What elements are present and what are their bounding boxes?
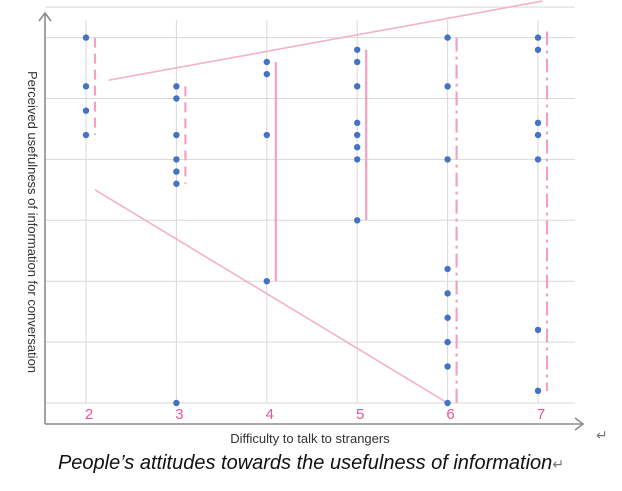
data-point	[444, 399, 451, 407]
data-point	[534, 119, 542, 127]
data-point	[354, 119, 361, 127]
data-point	[534, 34, 542, 41]
data-point	[173, 156, 180, 163]
data-point	[354, 83, 361, 90]
data-point	[173, 131, 180, 139]
data-point	[444, 34, 451, 41]
x-tick-label: 3	[175, 406, 183, 423]
data-point	[444, 156, 451, 163]
x-tick-label: 7	[537, 406, 545, 423]
data-point	[173, 168, 180, 175]
data-point	[534, 46, 542, 53]
trend-line	[94, 189, 449, 404]
data-point	[444, 265, 451, 273]
range-bars	[93, 31, 549, 403]
x-tick-label: 4	[266, 406, 274, 423]
y-axis-label: Perceived usefulness of information for …	[25, 71, 40, 373]
data-point	[534, 131, 542, 139]
data-point	[444, 363, 451, 370]
data-point	[263, 278, 270, 285]
axes	[38, 11, 585, 431]
data-point	[263, 70, 270, 78]
x-axis-label: Difficulty to talk to strangers	[230, 431, 390, 446]
figure-caption: People’s attitudes towards the usefulnes…	[0, 452, 622, 475]
caption-text: People’s attitudes towards the usefulnes…	[57, 452, 553, 474]
return-mark-caption: ↵	[552, 457, 565, 473]
data-point	[82, 83, 90, 90]
data-point	[354, 217, 361, 224]
data-point	[444, 338, 451, 346]
trend-line	[108, 0, 543, 82]
x-tick-label: 6	[446, 406, 454, 423]
y-axis-arrow	[38, 11, 52, 22]
data-point	[354, 144, 361, 151]
data-point	[354, 131, 361, 139]
data-point	[354, 156, 361, 163]
data-point	[263, 131, 270, 139]
data-point	[534, 387, 542, 395]
data-point	[173, 83, 180, 90]
trend-lines	[94, 0, 543, 404]
data-point	[82, 131, 90, 139]
data-point	[534, 326, 542, 334]
data-points	[82, 34, 542, 407]
data-point	[82, 107, 90, 114]
data-point	[354, 46, 361, 53]
x-tick-label: 5	[356, 406, 364, 423]
x-tick-labels: 2 3 4 5 6 7	[85, 406, 545, 423]
return-mark-axis: ↵	[596, 428, 608, 444]
data-point	[173, 95, 180, 102]
data-point	[354, 58, 361, 66]
grid	[45, 6, 575, 404]
data-point	[444, 290, 451, 297]
x-tick-label: 2	[85, 406, 93, 423]
data-point	[82, 34, 90, 41]
data-point	[444, 83, 451, 90]
data-point	[173, 180, 180, 187]
x-axis-arrow	[574, 417, 585, 431]
data-point	[263, 58, 270, 66]
data-point	[173, 399, 180, 407]
scatter-chart: 2 3 4 5 6 7 Difficulty to talk to strangers P…	[25, 0, 585, 446]
data-point	[444, 314, 451, 321]
data-point	[534, 156, 542, 163]
